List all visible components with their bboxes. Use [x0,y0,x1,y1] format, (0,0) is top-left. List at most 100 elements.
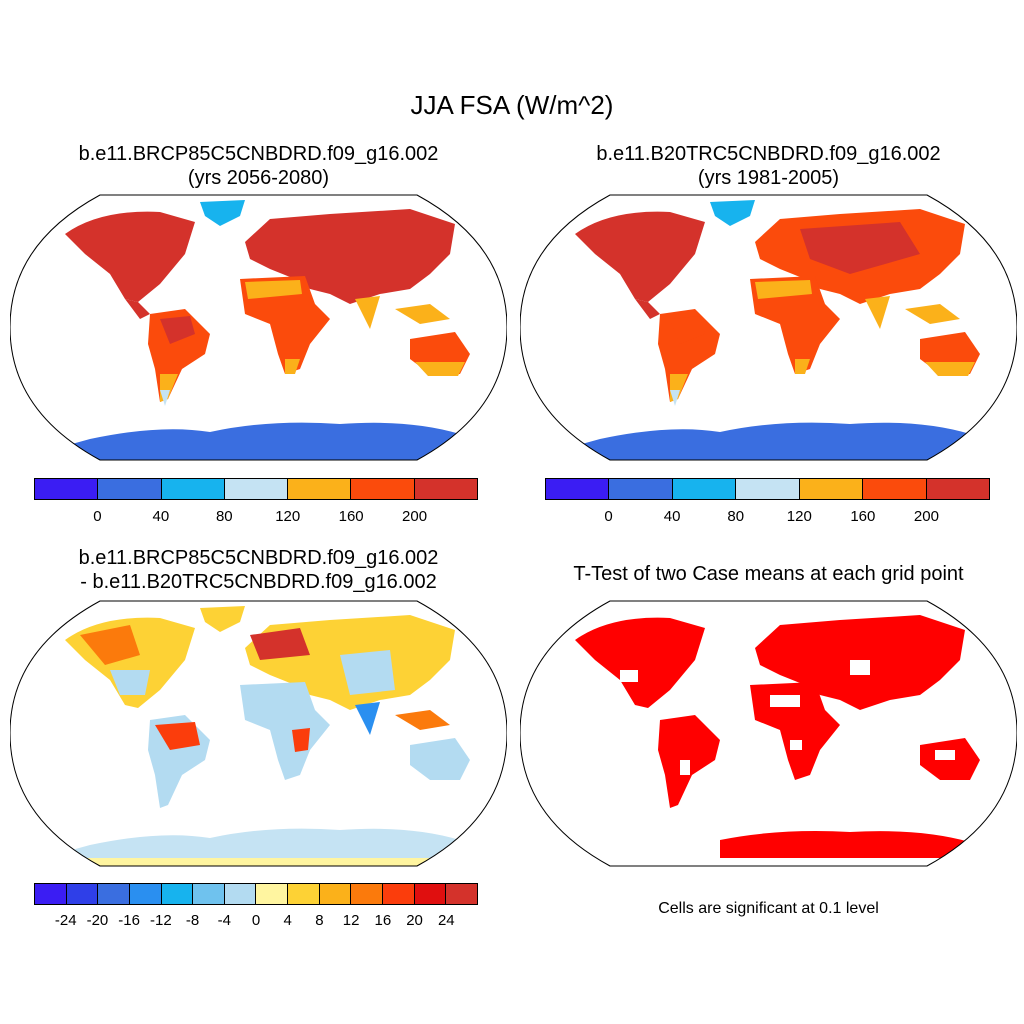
africa-sahara [755,280,812,299]
map-historical [520,194,1017,461]
colorbar-swatch [446,884,477,904]
colorbar-swatch [66,884,99,904]
colorbar-swatch [609,479,673,499]
colorbar-tick-label: 0 [251,912,261,929]
colorbar-swatch [736,479,800,499]
colorbar-tick-label: -16 [118,912,140,929]
significance-note: Cells are significant at 0.1 level [658,900,879,917]
colorbar-tick-label: 40 [663,508,681,525]
colorbar-swatch [161,479,225,499]
colorbar-swatch [383,884,415,904]
colorbar-tick-label: -8 [185,912,200,929]
south-america-tip [670,390,680,406]
colorbar-difference [34,883,478,905]
colorbar-swatch [546,479,610,499]
panel-1-title: b.e11.BRCP85C5CNBDRD.f09_g16.002 (yrs 20… [10,142,507,190]
colorbar-tick-label: 120 [786,508,812,525]
africa-sahara [245,280,302,299]
colorbar-swatch [288,479,352,499]
colorbar-tick-label: 160 [338,508,364,525]
panel-1-title-line2: (yrs 2056-2080) [187,167,330,189]
landmass-india [355,702,380,735]
landmass-africa [240,682,330,780]
landmass-antarctica [10,422,507,460]
panel-4-title-line1: T-Test of two Case means at each grid po… [573,563,964,585]
landmass-africa [750,276,840,374]
landmass-indonesia [395,304,450,324]
figure-title: JJA FSA (W/m^2) [410,90,614,120]
map-significance [520,600,1017,867]
africa-anomaly [292,728,310,752]
colorbar-tick-label: 200 [913,508,939,525]
sig-antarctica [720,831,970,858]
colorbar-tick-label: 120 [275,508,301,525]
panel-4-title: T-Test of two Case means at each grid po… [520,562,1017,586]
landmass-north-america [65,211,195,302]
landmass-greenland [200,200,245,226]
eurasia-center [800,222,920,274]
colorbar-swatch [799,479,864,499]
colorbar-swatch [863,479,927,499]
antarctica-edge [10,858,507,866]
colorbar-tick-label: 40 [152,508,170,525]
sig-north-america [575,617,705,708]
panel-3-title: b.e11.BRCP85C5CNBDRD.f09_g16.002 - b.e11… [10,546,507,594]
colorbar-swatch [288,884,320,904]
colorbar-swatch [319,884,352,904]
colorbar-historical-labels: 0 40 80 120 160 200 [545,508,990,528]
colorbar-swatch [926,479,989,499]
south-america-anomaly [155,722,200,750]
panel-3-title-line2: - b.e11.B20TRC5CNBDRD.f09_g16.002 [80,571,437,593]
colorbar-tick-label: -12 [150,912,172,929]
colorbar-tick-label: 0 [604,508,613,525]
south-america-amazon [160,316,195,344]
panel-1-title-line1: b.e11.BRCP85C5CNBDRD.f09_g16.002 [78,143,439,165]
colorbar-swatch [35,479,99,499]
colorbar-tick-label: 20 [406,912,423,929]
landmass-greenland [710,200,755,226]
colorbar-future-labels: 0 40 80 120 160 200 [34,508,478,528]
colorbar-tick-label: 8 [315,912,324,929]
colorbar-tick-label: -4 [217,912,231,929]
europe-anomaly [250,628,310,660]
colorbar-swatch [98,884,130,904]
asia-cool-anomaly [340,650,395,695]
landmass-north-america [575,211,705,302]
colorbar-swatch [35,884,67,904]
landmass-central-america [125,299,150,319]
colorbar-swatch [672,479,737,499]
colorbar-swatch [161,884,194,904]
landmass-africa [240,276,330,374]
north-america-anomaly-a [80,625,140,665]
colorbar-swatch [193,884,225,904]
colorbar-tick-label: 80 [215,508,233,525]
colorbar-tick-label: 0 [93,508,102,525]
colorbar-historical [545,478,990,500]
landmass-india [355,296,380,329]
landmass-central-america [635,299,660,319]
colorbar-swatch [98,479,162,499]
colorbar-swatch [351,884,384,904]
colorbar-tick-label: -20 [86,912,109,929]
landmass-indonesia [905,304,960,324]
colorbar-swatch [351,479,415,499]
africa-south [285,359,300,374]
colorbar-tick-label: -24 [54,912,77,929]
colorbar-tick-label: 200 [402,508,428,525]
colorbar-swatch [414,479,477,499]
landmass-greenland [200,606,245,632]
panel-3-title-line1: b.e11.BRCP85C5CNBDRD.f09_g16.002 [78,547,439,569]
landmass-india [865,296,890,329]
south-america-tip [160,390,170,406]
colorbar-swatch [256,884,289,904]
map-difference [10,600,507,867]
panel-2-title-line2: (yrs 1981-2005) [697,167,840,189]
north-america-anomaly-b [110,670,150,695]
landmass-antarctica [10,828,507,866]
landmass-indonesia [395,710,450,730]
colorbar-swatch [224,884,257,904]
colorbar-swatch [224,479,289,499]
panel-2-title: b.e11.B20TRC5CNBDRD.f09_g16.002 (yrs 198… [520,142,1017,190]
colorbar-swatch [129,884,162,904]
landmass-australia [410,738,470,780]
